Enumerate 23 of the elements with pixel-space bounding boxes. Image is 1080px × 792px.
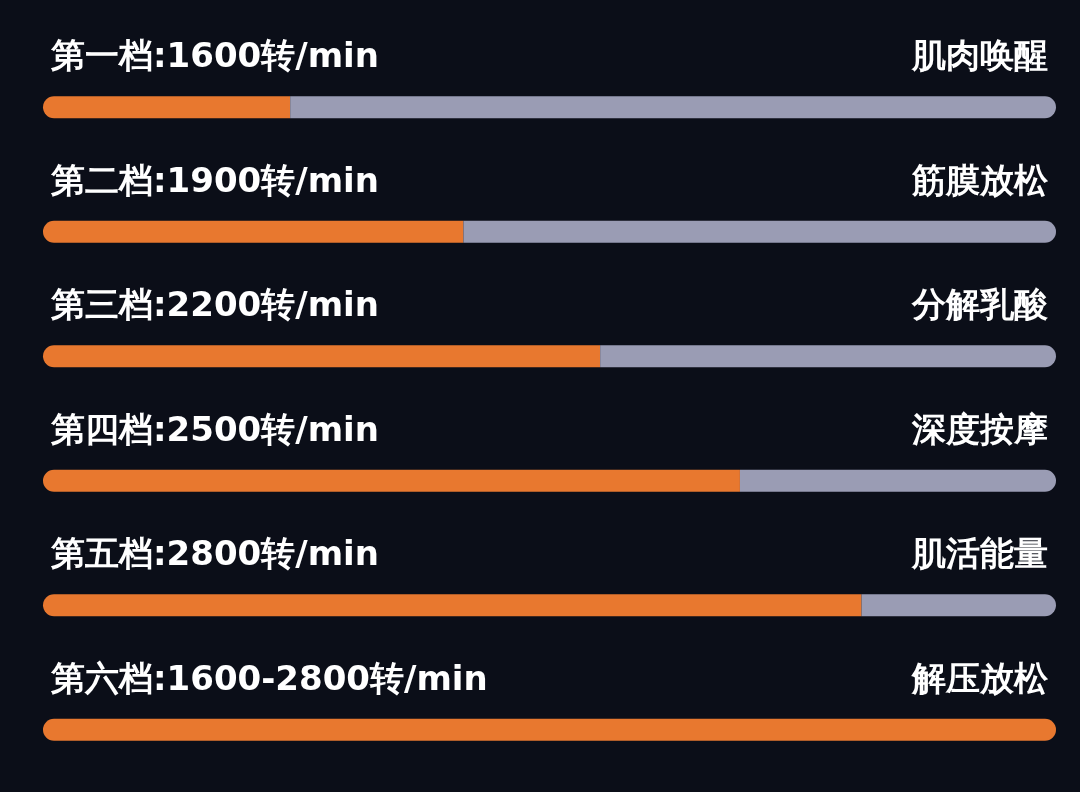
bar [739, 469, 1056, 492]
bar [43, 718, 1056, 741]
bar [463, 220, 1056, 243]
bar [43, 594, 862, 617]
y-tick-label: 第四档:2500转/min [50, 408, 379, 449]
bar [43, 220, 464, 243]
y-tick-label: 第二档:1900转/min [50, 159, 379, 200]
annotation: 筋膜放松 [911, 159, 1049, 200]
bar [43, 345, 601, 368]
bar [43, 96, 291, 119]
y-tick-label: 第五档:2800转/min [50, 533, 379, 574]
bar [861, 594, 1056, 617]
annotation: 肌活能量 [911, 533, 1048, 574]
annotation: 深度按摩 [911, 408, 1048, 449]
y-tick-label: 第六档:1600-2800转/min [50, 657, 488, 698]
bar [43, 469, 740, 492]
y-tick-label: 第一档:1600转/min [50, 35, 379, 76]
y-tick-label: 第三档:2200转/min [50, 284, 379, 325]
bar [290, 96, 1056, 119]
bar [600, 345, 1056, 368]
annotation: 解压放松 [911, 657, 1049, 698]
annotation: 分解乳酸 [911, 284, 1048, 325]
annotation: 肌肉唤醒 [911, 35, 1048, 76]
